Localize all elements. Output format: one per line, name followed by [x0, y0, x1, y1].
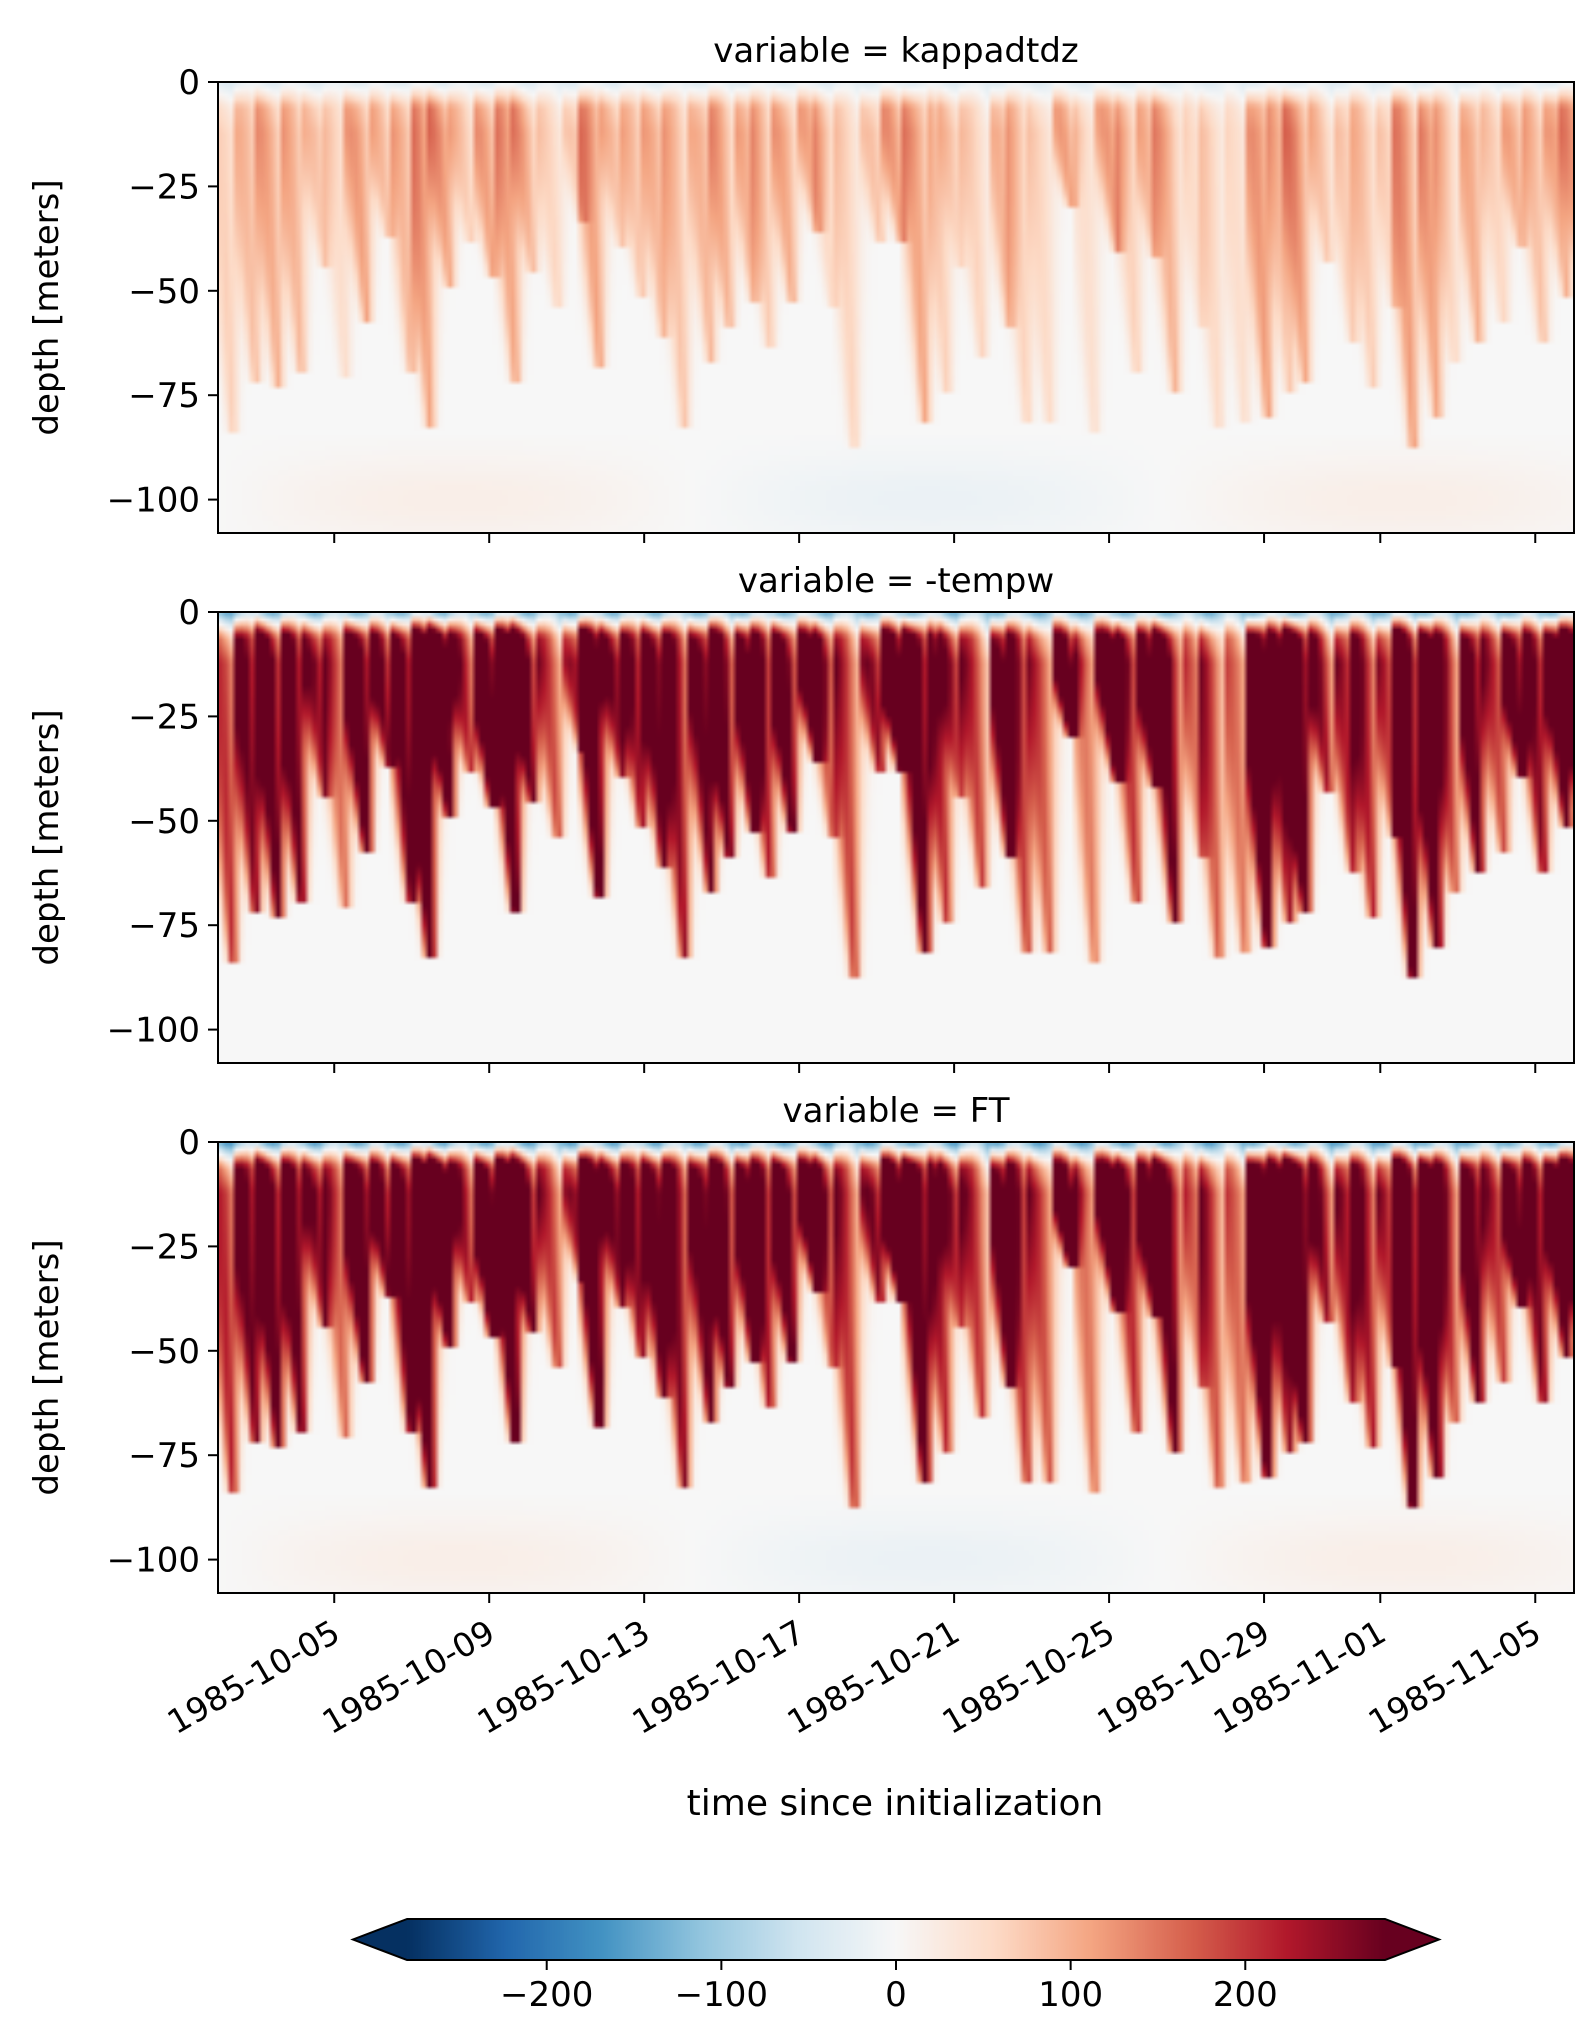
- colorbar-gradient: [407, 1919, 1385, 1960]
- y-tick-label: −25: [128, 167, 200, 207]
- panel-2: variable = -tempw depth [meters] 0 −25 −50 −7…: [27, 561, 1575, 1073]
- y-tick-label: 0: [178, 1123, 200, 1163]
- x-tick-label: 1985-10-25: [935, 1612, 1121, 1742]
- colorbar-tick-label: 0: [885, 1975, 907, 2015]
- y-axis-label: depth [meters]: [27, 709, 67, 965]
- panel-1: variable = kappadtdz depth [meters] 0 −25 −5…: [27, 31, 1575, 543]
- y-tick-label: −50: [128, 1332, 200, 1372]
- plot-frame: [217, 1141, 1575, 1594]
- colorbar-tick-label: 200: [1213, 1975, 1278, 2015]
- colorbar-tick-label: 100: [1038, 1975, 1103, 2015]
- y-axis-label: depth [meters]: [27, 1239, 67, 1495]
- panel-title: variable = -tempw: [738, 561, 1054, 601]
- y-tick-label: −50: [128, 802, 200, 842]
- x-tick-label: 1985-10-13: [471, 1612, 657, 1742]
- y-tick-label: −100: [107, 1541, 200, 1581]
- plot-frame: [217, 611, 1575, 1064]
- heatmap-field: [218, 1142, 1574, 1593]
- y-tick-label: 0: [178, 63, 200, 103]
- plot-frame: [217, 81, 1575, 534]
- y-tick-label: 0: [178, 593, 200, 633]
- y-tick-label: −100: [107, 481, 200, 521]
- y-tick-label: −100: [107, 1011, 200, 1051]
- y-tick-label: −75: [128, 906, 200, 946]
- y-tick-label: −25: [128, 1227, 200, 1267]
- y-tick-label: −25: [128, 697, 200, 737]
- colorbar-extend-high: [1385, 1919, 1439, 1960]
- x-axis-label: time since initialization: [687, 1783, 1104, 1824]
- x-tick-label: 1985-10-17: [626, 1612, 812, 1742]
- heatmap-field: [218, 82, 1574, 533]
- x-tick-label: 1985-10-09: [316, 1612, 502, 1742]
- colorbar: −200 −100 0 100 200: [350, 1918, 1442, 2015]
- colorbar-tick-label: −200: [500, 1975, 593, 2015]
- y-tick-label: −75: [128, 1436, 200, 1476]
- y-tick-label: −50: [128, 272, 200, 312]
- colorbar-extend-low: [353, 1919, 407, 1960]
- x-tick-label: 1985-11-05: [1362, 1612, 1548, 1742]
- panel-title: variable = FT: [783, 1091, 1010, 1131]
- heatmap-field: [218, 612, 1574, 1063]
- colorbar-outline: [350, 1918, 1442, 1961]
- y-tick-label: −75: [128, 376, 200, 416]
- colorbar-tick-label: −100: [675, 1975, 768, 2015]
- panel-3: variable = FT depth [meters] 0 −25 −50 −75 −10…: [27, 1091, 1575, 1603]
- y-axis-label: depth [meters]: [27, 179, 67, 435]
- x-tick-label: 1985-10-05: [161, 1612, 347, 1742]
- panel-title: variable = kappadtdz: [713, 31, 1079, 71]
- x-tick-label: 1985-10-21: [781, 1612, 967, 1742]
